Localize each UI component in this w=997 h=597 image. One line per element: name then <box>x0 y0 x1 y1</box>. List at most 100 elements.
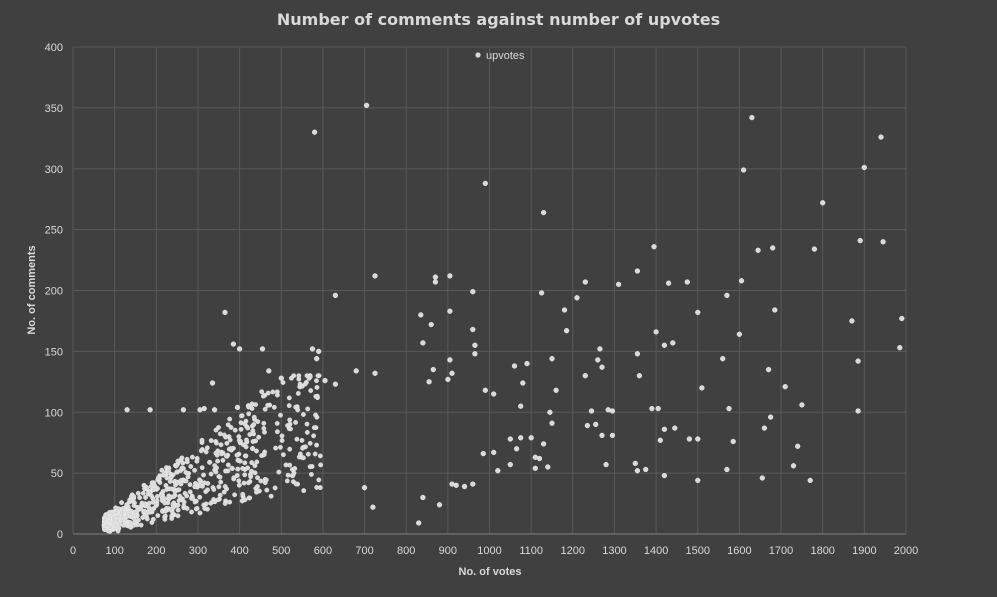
data-point <box>661 472 668 479</box>
data-point <box>436 502 443 508</box>
data-point <box>211 407 218 413</box>
data-point <box>228 425 234 430</box>
data-point <box>261 425 267 431</box>
data-point <box>482 387 488 393</box>
data-point <box>243 444 249 450</box>
data-point <box>174 463 180 468</box>
data-point <box>231 475 237 481</box>
data-point <box>142 501 148 507</box>
data-point <box>270 389 276 395</box>
x-tick-label: 700 <box>355 545 373 557</box>
data-point <box>820 200 826 206</box>
data-point <box>230 341 237 347</box>
data-point <box>236 478 242 484</box>
data-point <box>256 434 262 440</box>
data-point <box>197 477 202 483</box>
data-point <box>301 488 307 493</box>
data-point <box>251 431 257 437</box>
data-point <box>236 437 242 443</box>
y-tick-label: 250 <box>45 225 63 237</box>
data-point <box>297 381 303 387</box>
data-point <box>480 450 486 457</box>
y-tick-label: 400 <box>45 42 63 54</box>
data-point <box>217 431 223 437</box>
data-point <box>171 494 177 499</box>
data-point <box>190 496 196 501</box>
data-point <box>470 289 476 295</box>
data-point <box>445 376 451 383</box>
data-point <box>127 511 133 517</box>
chart-title: Number of comments against number of upv… <box>276 10 721 29</box>
data-point <box>242 453 248 459</box>
data-point <box>266 368 272 374</box>
data-point <box>263 477 269 483</box>
data-point <box>272 485 278 491</box>
data-point <box>189 509 194 515</box>
data-point <box>222 501 228 506</box>
data-point <box>651 244 657 250</box>
data-point <box>205 487 210 493</box>
data-point <box>246 404 252 410</box>
data-point <box>279 438 285 443</box>
x-tick-label: 800 <box>397 545 415 557</box>
data-point <box>102 517 107 523</box>
data-point <box>300 455 306 461</box>
data-point <box>300 445 305 451</box>
x-axis-title: No. of votes <box>459 566 522 578</box>
data-point <box>184 459 190 465</box>
data-point <box>121 522 126 528</box>
data-point <box>179 455 185 461</box>
data-point <box>147 490 153 495</box>
data-point <box>353 368 359 374</box>
data-point <box>532 465 538 471</box>
data-point <box>657 437 663 443</box>
data-point <box>286 403 292 408</box>
x-tick-label: 1400 <box>644 545 668 557</box>
data-point <box>239 413 244 419</box>
data-point <box>222 309 228 316</box>
data-point <box>120 506 126 511</box>
data-point <box>518 403 524 409</box>
data-point <box>219 451 225 457</box>
data-point <box>141 508 147 514</box>
data-point <box>209 380 216 386</box>
data-point <box>311 129 318 135</box>
data-point <box>150 499 156 505</box>
data-point <box>897 345 903 351</box>
data-point <box>304 429 310 435</box>
data-point <box>168 475 174 480</box>
data-point <box>765 366 772 373</box>
data-point <box>189 454 195 460</box>
axes: 0 50 100 150 200 250 300 350 400 0 100 200 300 400 500… <box>45 42 919 557</box>
data-point <box>254 484 260 489</box>
data-point <box>236 482 242 488</box>
data-point <box>661 426 668 432</box>
data-point <box>213 440 219 446</box>
data-point <box>655 405 661 412</box>
data-point <box>255 475 260 481</box>
data-point <box>738 278 745 284</box>
data-point <box>767 414 774 420</box>
data-point <box>220 457 226 463</box>
data-point <box>183 470 189 475</box>
data-point <box>782 384 788 390</box>
data-point <box>113 523 119 528</box>
data-point <box>238 426 244 432</box>
data-point <box>197 494 203 500</box>
data-point <box>420 340 426 346</box>
x-tick-label: 2000 <box>894 545 918 557</box>
data-point <box>278 412 283 418</box>
x-tick-label: 100 <box>105 545 123 557</box>
data-point <box>164 475 170 481</box>
data-point <box>147 407 153 413</box>
data-point <box>316 348 322 355</box>
data-point <box>252 463 258 469</box>
data-point <box>672 425 678 431</box>
data-point <box>212 463 218 468</box>
data-point <box>332 292 339 299</box>
data-point <box>880 239 886 245</box>
data-point <box>250 439 256 444</box>
data-point <box>217 492 223 498</box>
data-point <box>155 513 161 518</box>
